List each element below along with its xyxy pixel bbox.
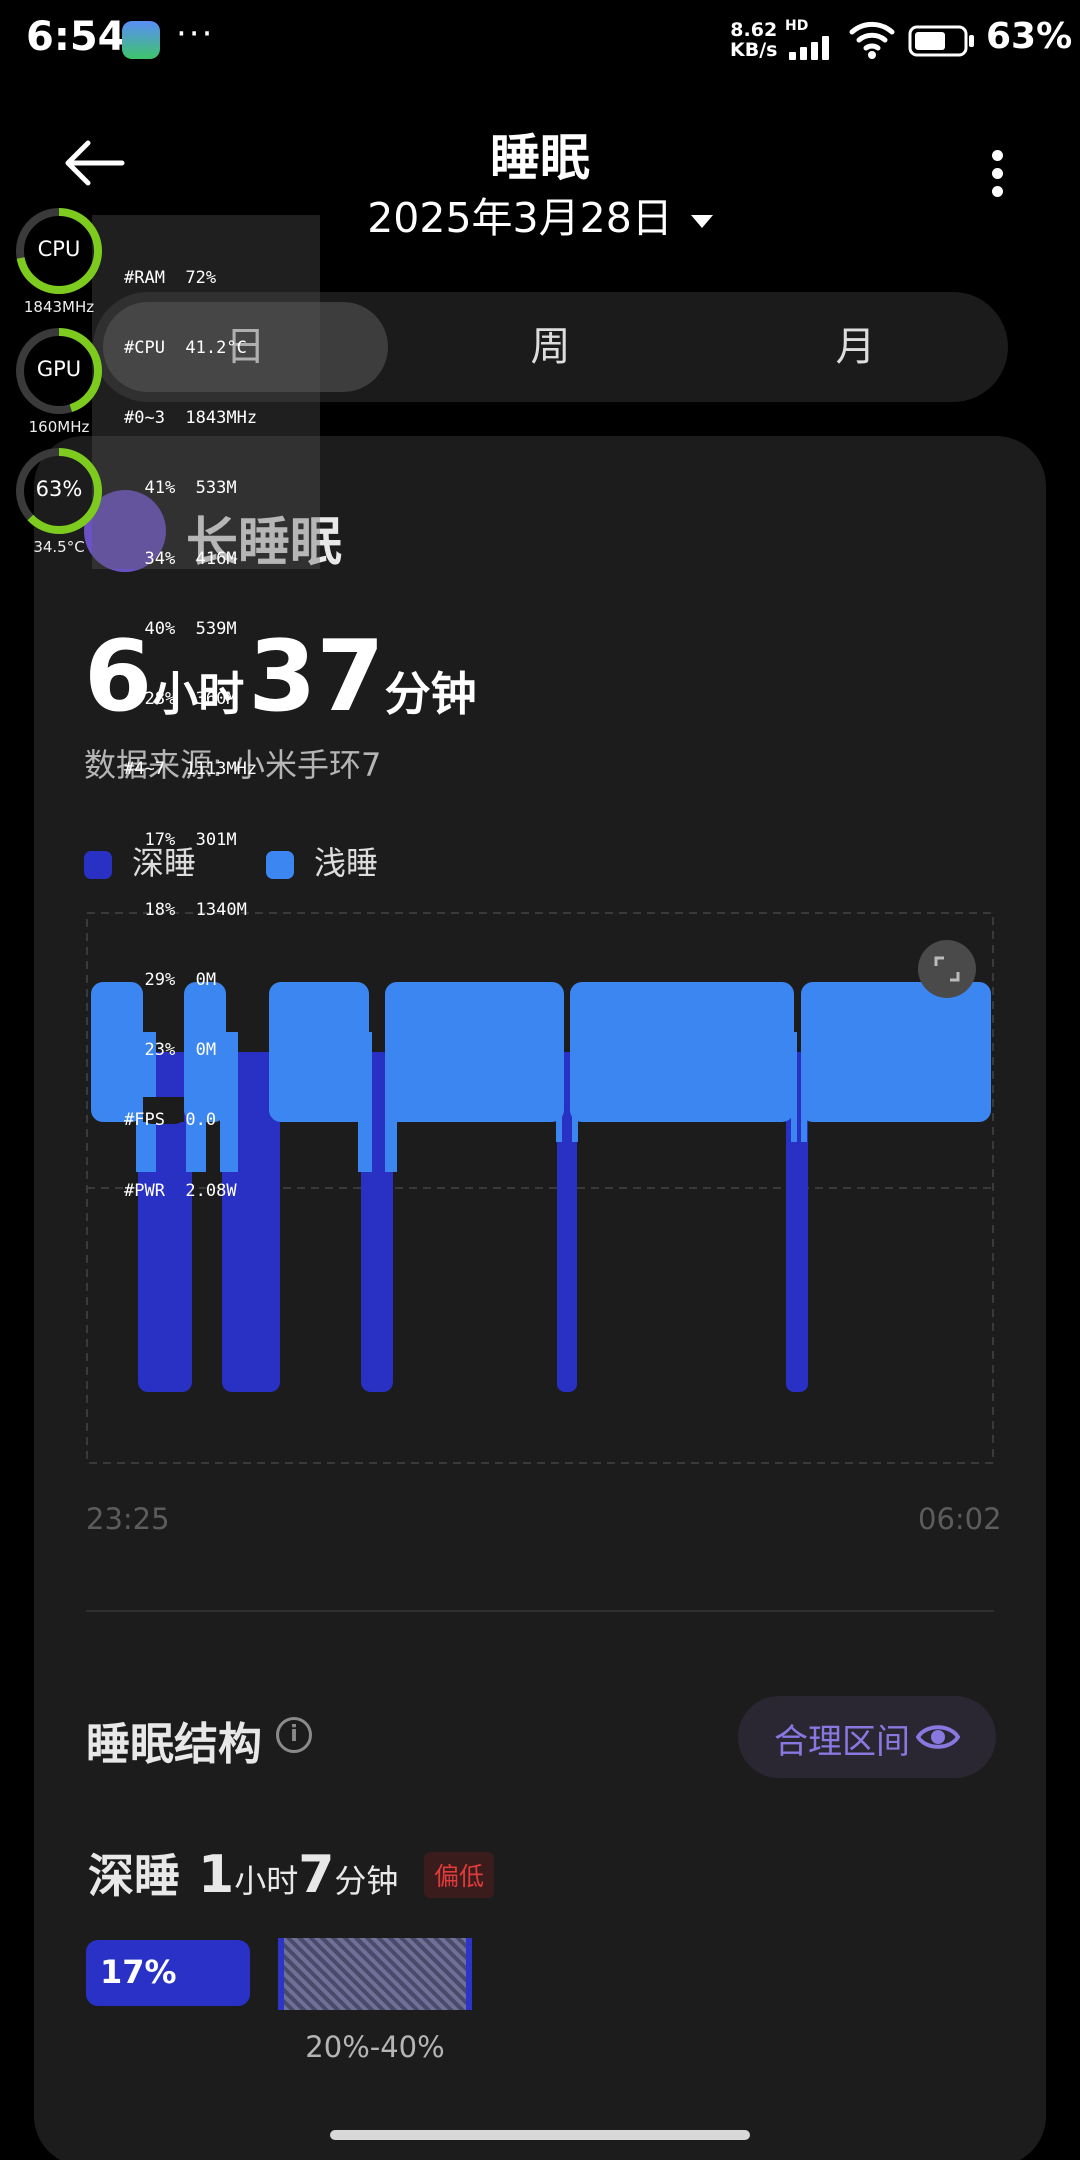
deep-hours: 1 <box>198 1845 235 1905</box>
more-notifications-icon: ··· <box>176 14 215 54</box>
deep-sleep-summary: 深睡 1小时7分钟 <box>88 1840 398 1906</box>
legend-deep-swatch <box>84 851 112 879</box>
reference-range-bar <box>278 1938 472 2010</box>
deep-percent-value: 17% <box>100 1953 177 1991</box>
app-notification-icon <box>122 21 160 59</box>
perf-line: 23% 0M <box>124 1040 217 1061</box>
perf-line: #PWR 2.08W <box>124 1180 237 1201</box>
light-segment <box>801 982 991 1122</box>
perf-line: #4~7 1113MHz <box>124 759 258 780</box>
network-speed: 8.62 KB/s <box>730 20 777 60</box>
info-icon[interactable]: i <box>276 1717 312 1753</box>
legend-light-swatch <box>266 851 294 879</box>
battery-gauge <box>16 448 102 534</box>
light-segment <box>385 982 564 1122</box>
divider <box>86 1610 994 1612</box>
duration-minutes-unit: 分钟 <box>384 667 477 721</box>
perf-line: #0~3 1843MHz <box>124 408 258 429</box>
cpu-gauge <box>16 208 102 294</box>
cpu-gauge-label: CPU <box>37 237 81 261</box>
wifi-icon <box>849 21 895 59</box>
perf-line: #RAM 72% <box>124 267 217 288</box>
deep-sleep-label: 深睡 <box>88 1849 180 1903</box>
legend-deep-label: 深睡 <box>132 844 197 882</box>
sleep-stage-chart <box>86 912 994 1464</box>
reference-range-value: 20%-40% <box>305 2030 445 2064</box>
sleep-duration: 6小时37分钟 <box>84 620 481 734</box>
gpu-gauge <box>16 328 102 414</box>
gpu-gauge-sub: 160MHz <box>28 418 90 436</box>
tab-day[interactable]: 日 <box>103 302 388 392</box>
duration-minutes: 37 <box>248 620 385 734</box>
perf-overlay-panel <box>92 215 320 569</box>
card-title: 长睡眠 <box>186 513 343 573</box>
signal-icon <box>785 34 837 60</box>
light-segment <box>269 982 369 1122</box>
home-indicator[interactable] <box>330 2130 750 2140</box>
light-segment <box>91 982 143 1122</box>
perf-line: #CPU 41.2°C <box>124 338 247 359</box>
duration-hours: 6 <box>84 620 153 734</box>
date-selector[interactable]: 2025年3月28日 <box>0 184 1080 244</box>
expand-icon <box>934 956 960 982</box>
network-type-label: HD <box>785 18 809 34</box>
battery-gauge-label: 63% <box>35 477 83 501</box>
battery-percent: 63% <box>986 16 1073 57</box>
gpu-gauge-label: GPU <box>36 357 82 381</box>
perf-overlay-stats: #RAM 72% #CPU 41.2°C #0~3 1843MHz 41% 53… <box>124 220 257 1226</box>
cpu-gauge-sub: 1843MHz <box>23 298 95 316</box>
section-title-sleep-structure: 睡眠结构 <box>86 1719 262 1770</box>
data-source: 数据来源: 小米手环7 <box>84 746 382 784</box>
status-bar: 6:54 ··· 8.62 KB/s HD 63% <box>0 0 1080 80</box>
expand-chart-button[interactable] <box>918 940 976 998</box>
more-options-icon[interactable] <box>990 150 1004 198</box>
perf-line: #FPS 0.0 <box>124 1110 217 1131</box>
back-arrow-icon[interactable] <box>62 138 126 188</box>
status-time: 6:54 <box>26 14 126 60</box>
legend-light: 浅睡 <box>266 838 378 884</box>
page-title: 睡眠 <box>490 129 590 187</box>
deep-minutes: 7 <box>298 1845 335 1905</box>
battery-icon <box>908 25 974 57</box>
chart-end-time: 06:02 <box>918 1502 1002 1536</box>
tab-month[interactable]: 月 <box>835 324 876 370</box>
tab-week[interactable]: 周 <box>530 324 571 370</box>
deep-hours-unit: 小时 <box>234 1862 299 1900</box>
network-speed-unit: KB/s <box>730 39 778 61</box>
eye-icon <box>916 1725 960 1749</box>
chart-start-time: 23:25 <box>86 1502 170 1536</box>
legend-deep: 深睡 <box>84 838 196 884</box>
deep-minutes-unit: 分钟 <box>334 1862 399 1900</box>
reference-range-label: 合理区间 <box>774 1722 910 1762</box>
perf-line: 40% 539M <box>124 618 237 639</box>
deep-percent-bar: 17% <box>86 1940 250 2006</box>
perf-line: 28% 360M <box>124 689 237 710</box>
perf-line: 34% 416M <box>124 548 237 569</box>
sleep-card <box>34 436 1046 2160</box>
status-badge-low: 偏低 <box>424 1852 495 1898</box>
light-segment <box>184 982 226 1122</box>
dropdown-caret-icon <box>690 214 713 228</box>
network-speed-value: 8.62 <box>730 19 778 41</box>
perf-line: 41% 533M <box>124 478 237 499</box>
duration-hours-unit: 小时 <box>152 667 245 721</box>
perf-line: 18% 1340M <box>124 899 247 920</box>
perf-line: 17% 301M <box>124 829 237 850</box>
light-segment <box>570 982 794 1122</box>
legend-light-label: 浅睡 <box>314 844 379 882</box>
perf-line: 29% 0M <box>124 970 217 990</box>
period-tabs: 日 周 月 <box>93 292 1008 402</box>
reference-range-button[interactable]: 合理区间 <box>738 1696 996 1778</box>
battery-gauge-sub: 34.5°C <box>33 538 85 556</box>
date-label: 2025年3月28日 <box>367 194 673 242</box>
